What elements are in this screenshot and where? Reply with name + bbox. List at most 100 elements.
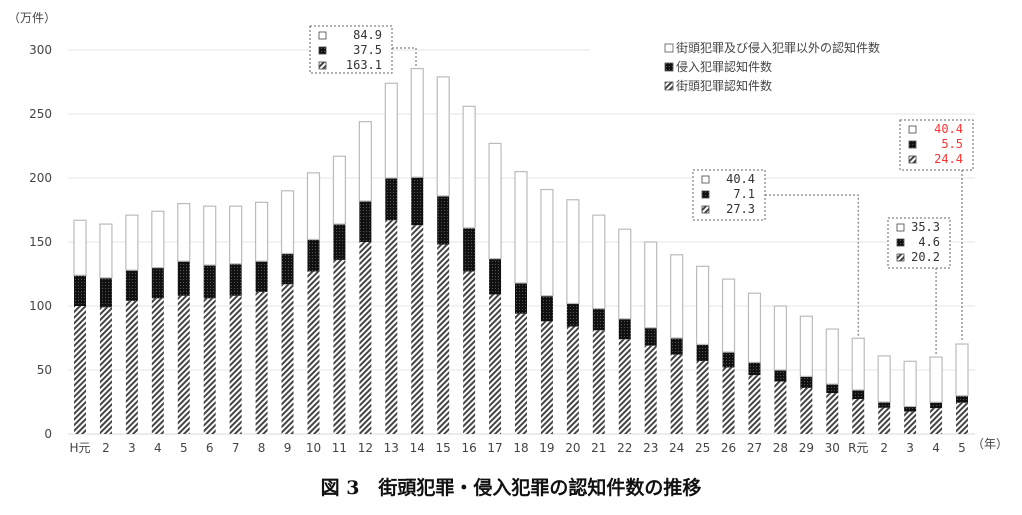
bar-segment-hatched [696, 361, 709, 434]
bar-segment-hatched [930, 408, 943, 434]
bar-segment-solid-black [826, 384, 839, 394]
x-tick-label: 4 [932, 441, 940, 455]
bar-segment-white [73, 219, 87, 276]
bar-segment-white [151, 210, 165, 269]
bar-segment-solid-black [411, 177, 424, 226]
bar-segment-solid-black [125, 270, 138, 301]
bar-segment-white [618, 228, 632, 320]
bar-segment-hatched [333, 259, 346, 434]
annotation-swatch [896, 223, 905, 232]
bar-segment-hatched [203, 298, 216, 434]
x-tick-label: 2 [102, 441, 110, 455]
bar-segment-solid-black [99, 277, 112, 308]
bar-segment-hatched [515, 313, 527, 434]
bar-segment-hatched [748, 375, 761, 434]
bar-segment-hatched [99, 307, 112, 434]
x-tick-label: 26 [721, 441, 736, 455]
bar-segment-hatched [359, 242, 372, 434]
bar-segment-white [955, 343, 969, 397]
x-tick-label: 2 [880, 441, 888, 455]
x-tick-label: 18 [513, 441, 528, 455]
bar-segment-white [721, 278, 736, 353]
bar-segment-solid-black [203, 265, 216, 299]
bar-segment-hatched [411, 225, 424, 434]
y-tick-label: 200 [29, 171, 52, 185]
annotation-swatch [896, 253, 905, 262]
bar-segment-solid-black [255, 261, 268, 292]
bar-segment-solid-black [670, 338, 683, 355]
bar-segment-solid-black [748, 362, 761, 376]
bar-segment-white [462, 105, 476, 229]
bar-segment-white [877, 355, 891, 403]
annotation-leader-line [392, 47, 417, 67]
bar-segment-solid-black [151, 267, 164, 299]
bar-segment-hatched [852, 399, 865, 434]
annotation-value: 20.2 [911, 250, 940, 264]
bar-segment-hatched [463, 271, 476, 434]
bar-segment-white [436, 76, 450, 197]
bar-segment-white [384, 82, 398, 179]
annotation-swatch [318, 46, 327, 55]
x-tick-label: 8 [258, 441, 266, 455]
annotation-swatch [318, 61, 327, 70]
bar-segment-solid-black [696, 344, 709, 362]
bar-segment-white [540, 188, 554, 297]
x-tick-label: 5 [958, 441, 966, 455]
bar-segment-white [799, 315, 813, 377]
y-tick-label: 150 [29, 235, 52, 249]
x-tick-label: 12 [358, 441, 373, 455]
bar-segment-white [825, 328, 839, 385]
x-tick-label: 3 [128, 441, 136, 455]
bar-segment-white [306, 172, 321, 241]
bar-segment-white [929, 356, 943, 403]
bar-segment-white [670, 254, 684, 339]
annotation-value: 37.5 [353, 43, 382, 57]
x-tick-label: 10 [306, 441, 321, 455]
bar-segment-white [99, 223, 113, 279]
bar-segment-white [280, 190, 295, 255]
annotation-value: 40.4 [726, 172, 755, 186]
bar-segment-hatched [229, 295, 242, 434]
x-tick-label: 16 [461, 441, 476, 455]
bar-segment-white [514, 171, 528, 284]
bar-segment-hatched [644, 345, 657, 434]
bar-segment-solid-black [540, 295, 553, 322]
bar-segment-white [254, 201, 269, 262]
x-tick-label: 30 [825, 441, 840, 455]
bar-segment-hatched [774, 381, 787, 434]
bar-segment-white [125, 214, 139, 271]
bar-segment-hatched [592, 330, 605, 434]
bar-segment-solid-black [489, 258, 502, 295]
bar-segment-hatched [618, 339, 631, 434]
bar-segment-white [332, 155, 347, 225]
x-tick-label: 27 [747, 441, 762, 455]
legend-swatch [664, 62, 674, 72]
bar-segment-solid-black [566, 303, 579, 327]
bar-segment-solid-black [437, 195, 450, 245]
bar-segment-hatched [255, 291, 268, 434]
annotation-value: 40.4 [934, 122, 963, 136]
bar-segment-white [644, 241, 658, 329]
bar-segment-hatched [151, 298, 164, 434]
annotation-swatch [908, 140, 917, 149]
x-tick-label: 9 [284, 441, 292, 455]
bar-segment-hatched [437, 244, 450, 434]
bar-segment-solid-black [229, 263, 242, 296]
x-tick-label: 29 [799, 441, 814, 455]
annotation-swatch [908, 155, 917, 164]
y-axis-unit: （万件） [8, 11, 56, 25]
bar-segment-white [695, 265, 710, 346]
bar-segment-solid-black [618, 318, 631, 340]
x-tick-label: 25 [695, 441, 710, 455]
annotation-value: 24.4 [934, 152, 963, 166]
x-tick-label: 3 [906, 441, 914, 455]
x-tick-label: 21 [591, 441, 606, 455]
bar-segment-solid-black [930, 402, 943, 409]
bar-segment-white [592, 214, 606, 310]
x-tick-label: 20 [565, 441, 580, 455]
bar-segment-hatched [74, 306, 86, 434]
x-tick-label: 24 [669, 441, 684, 455]
bar-segment-white [229, 205, 243, 265]
